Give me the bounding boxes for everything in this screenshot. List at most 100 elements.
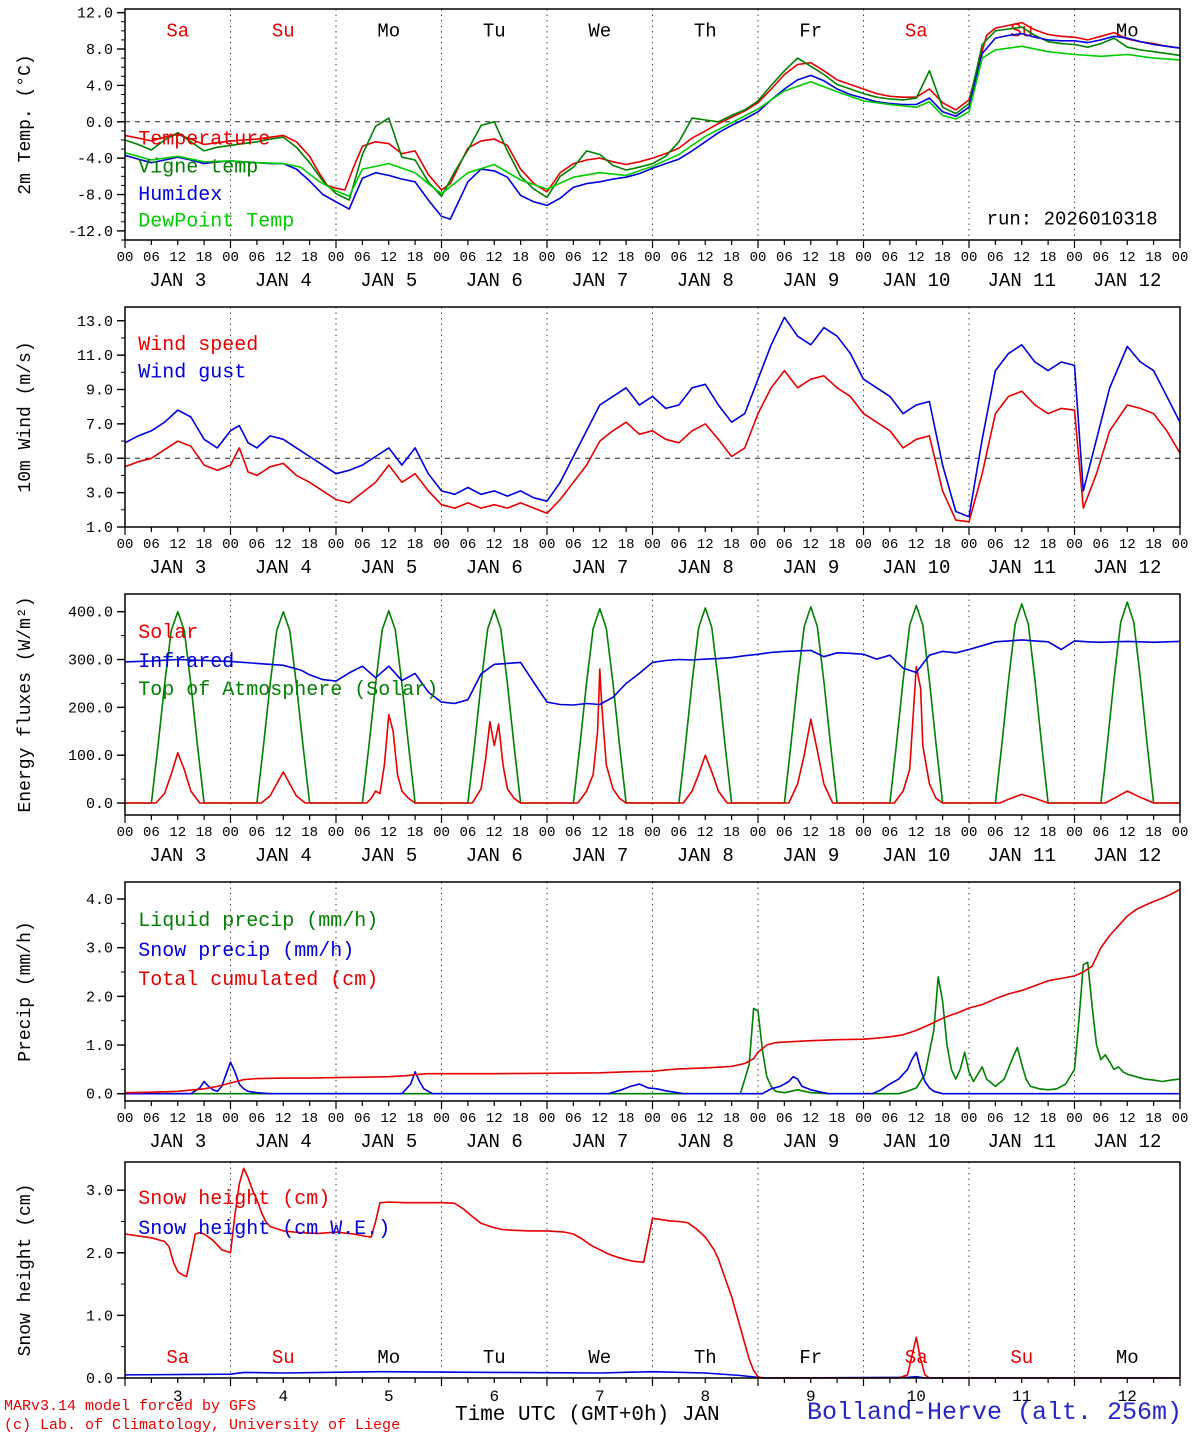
hour-tick-label: 00 bbox=[750, 537, 767, 553]
hour-tick-label: 18 bbox=[1145, 537, 1162, 553]
day-label: JAN 12 bbox=[1093, 1131, 1161, 1153]
hour-tick-label: 12 bbox=[697, 825, 714, 841]
hour-tick-label: 06 bbox=[143, 825, 160, 841]
plot-border bbox=[124, 881, 1181, 1102]
hour-tick-label: 06 bbox=[776, 1111, 793, 1127]
hour-tick-label: 06 bbox=[354, 250, 371, 266]
hour-tick-label: 18 bbox=[196, 825, 213, 841]
y-tick-label: 0.0 bbox=[86, 796, 113, 813]
panel-precip: 0.0 1.0 2.0 3.0 4.0 00 06 12 18 00 06 12 18 00 06 12 18 0… bbox=[16, 881, 1189, 1153]
hour-tick-label: 06 bbox=[881, 250, 898, 266]
hour-tick-label: 00 bbox=[222, 537, 239, 553]
weekday-label: Tu bbox=[483, 20, 506, 42]
hour-tick-label: 18 bbox=[1145, 825, 1162, 841]
hour-tick-label: 12 bbox=[1119, 250, 1136, 266]
day-label: JAN 4 bbox=[255, 1131, 312, 1153]
day-label: JAN 3 bbox=[149, 1131, 206, 1153]
hour-tick-label: 12 bbox=[591, 537, 608, 553]
day-label: JAN 11 bbox=[988, 270, 1056, 292]
day-number-label: 12 bbox=[1118, 1388, 1137, 1406]
day-label: JAN 10 bbox=[882, 270, 950, 292]
day-label: JAN 7 bbox=[571, 1131, 628, 1153]
hour-tick-label: 00 bbox=[433, 537, 450, 553]
hour-tick-label: 06 bbox=[565, 537, 582, 553]
hour-tick-label: 06 bbox=[248, 1111, 265, 1127]
hour-tick-label: 00 bbox=[855, 825, 872, 841]
hour-tick-label: 06 bbox=[565, 825, 582, 841]
legend-humidex: Humidex bbox=[138, 184, 222, 207]
hour-tick-label: 00 bbox=[644, 825, 661, 841]
hour-tick-label: 18 bbox=[407, 250, 424, 266]
y-tick-label: 13.0 bbox=[77, 314, 113, 331]
hour-tick-label: 18 bbox=[723, 825, 740, 841]
hour-tick-label: 06 bbox=[565, 250, 582, 266]
day-label: JAN 3 bbox=[149, 845, 206, 867]
hour-tick-label: 18 bbox=[196, 250, 213, 266]
hour-tick-label: 18 bbox=[301, 537, 318, 553]
day-label: JAN 9 bbox=[782, 1131, 839, 1153]
weekday-label: Sa bbox=[905, 20, 928, 42]
day-label: JAN 12 bbox=[1093, 845, 1161, 867]
hour-tick-label: 18 bbox=[301, 1111, 318, 1127]
hour-tick-label: 00 bbox=[433, 1111, 450, 1127]
weekday-label: Fr bbox=[799, 1347, 822, 1369]
hour-tick-label: 06 bbox=[1092, 250, 1109, 266]
hour-tick-label: 12 bbox=[380, 250, 397, 266]
hour-tick-label: 12 bbox=[697, 537, 714, 553]
hour-tick-label: 00 bbox=[328, 537, 345, 553]
hour-tick-label: 12 bbox=[380, 825, 397, 841]
hour-tick-label: 18 bbox=[934, 825, 951, 841]
hour-tick-label: 12 bbox=[1119, 537, 1136, 553]
hour-tick-label: 00 bbox=[433, 250, 450, 266]
hour-tick-label: 06 bbox=[881, 825, 898, 841]
hour-tick-label: 06 bbox=[881, 1111, 898, 1127]
day-number-label: 8 bbox=[700, 1388, 710, 1406]
hour-tick-label: 06 bbox=[776, 825, 793, 841]
hour-tick-label: 00 bbox=[539, 250, 556, 266]
hour-tick-label: 06 bbox=[776, 250, 793, 266]
hour-tick-label: 18 bbox=[829, 1111, 846, 1127]
hour-tick-label: 06 bbox=[670, 250, 687, 266]
hour-tick-label: 06 bbox=[143, 537, 160, 553]
hour-tick-label: 00 bbox=[644, 250, 661, 266]
hour-tick-label: 12 bbox=[802, 250, 819, 266]
hour-tick-label: 00 bbox=[961, 250, 978, 266]
series-snow-height-we bbox=[124, 1370, 1180, 1379]
hour-tick-label: 00 bbox=[855, 537, 872, 553]
hour-tick-label: 00 bbox=[750, 1111, 767, 1127]
lab-credit: (c) Lab. of Climatology, University of L… bbox=[4, 1417, 401, 1434]
hour-tick-label: 00 bbox=[1066, 825, 1083, 841]
hour-tick-label: 18 bbox=[1040, 825, 1057, 841]
hour-tick-label: 12 bbox=[908, 825, 925, 841]
hour-tick-label: 12 bbox=[908, 250, 925, 266]
hour-tick-label: 06 bbox=[987, 250, 1004, 266]
y-tick-label: 1.0 bbox=[86, 1308, 113, 1325]
day-label: JAN 6 bbox=[466, 845, 523, 867]
hour-tick-label: 00 bbox=[539, 1111, 556, 1127]
hour-tick-label: 00 bbox=[961, 1111, 978, 1127]
hour-tick-label: 00 bbox=[1172, 1111, 1189, 1127]
y-tick-label: 400.0 bbox=[68, 605, 113, 622]
day-number-label: 4 bbox=[278, 1388, 288, 1406]
run-label: run: 2026010318 bbox=[987, 209, 1158, 231]
hour-tick-label: 00 bbox=[961, 825, 978, 841]
legend-temperature: Temperature bbox=[138, 129, 270, 152]
weekday-label: Sa bbox=[905, 1347, 928, 1369]
hour-tick-label: 18 bbox=[829, 537, 846, 553]
panel-temperature: -12.0 -8.0 -4.0 0.0 4.0 8.0 12.0 00 06 12 18 00 06 12… bbox=[16, 6, 1188, 292]
day-label: JAN 10 bbox=[882, 845, 950, 867]
hour-tick-label: 18 bbox=[512, 1111, 529, 1127]
day-label: JAN 12 bbox=[1093, 557, 1161, 579]
hour-tick-label: 00 bbox=[961, 537, 978, 553]
hour-tick-label: 12 bbox=[486, 537, 503, 553]
hour-tick-label: 12 bbox=[802, 537, 819, 553]
hour-tick-label: 18 bbox=[196, 537, 213, 553]
hour-tick-label: 18 bbox=[1040, 537, 1057, 553]
series-total-cumulated bbox=[124, 888, 1181, 1094]
day-number-label: 6 bbox=[489, 1388, 499, 1406]
hour-tick-label: 12 bbox=[380, 537, 397, 553]
y-tick-label: 100.0 bbox=[68, 748, 113, 765]
hour-tick-label: 12 bbox=[591, 825, 608, 841]
day-label: JAN 4 bbox=[255, 270, 312, 292]
hour-tick-label: 00 bbox=[117, 825, 134, 841]
